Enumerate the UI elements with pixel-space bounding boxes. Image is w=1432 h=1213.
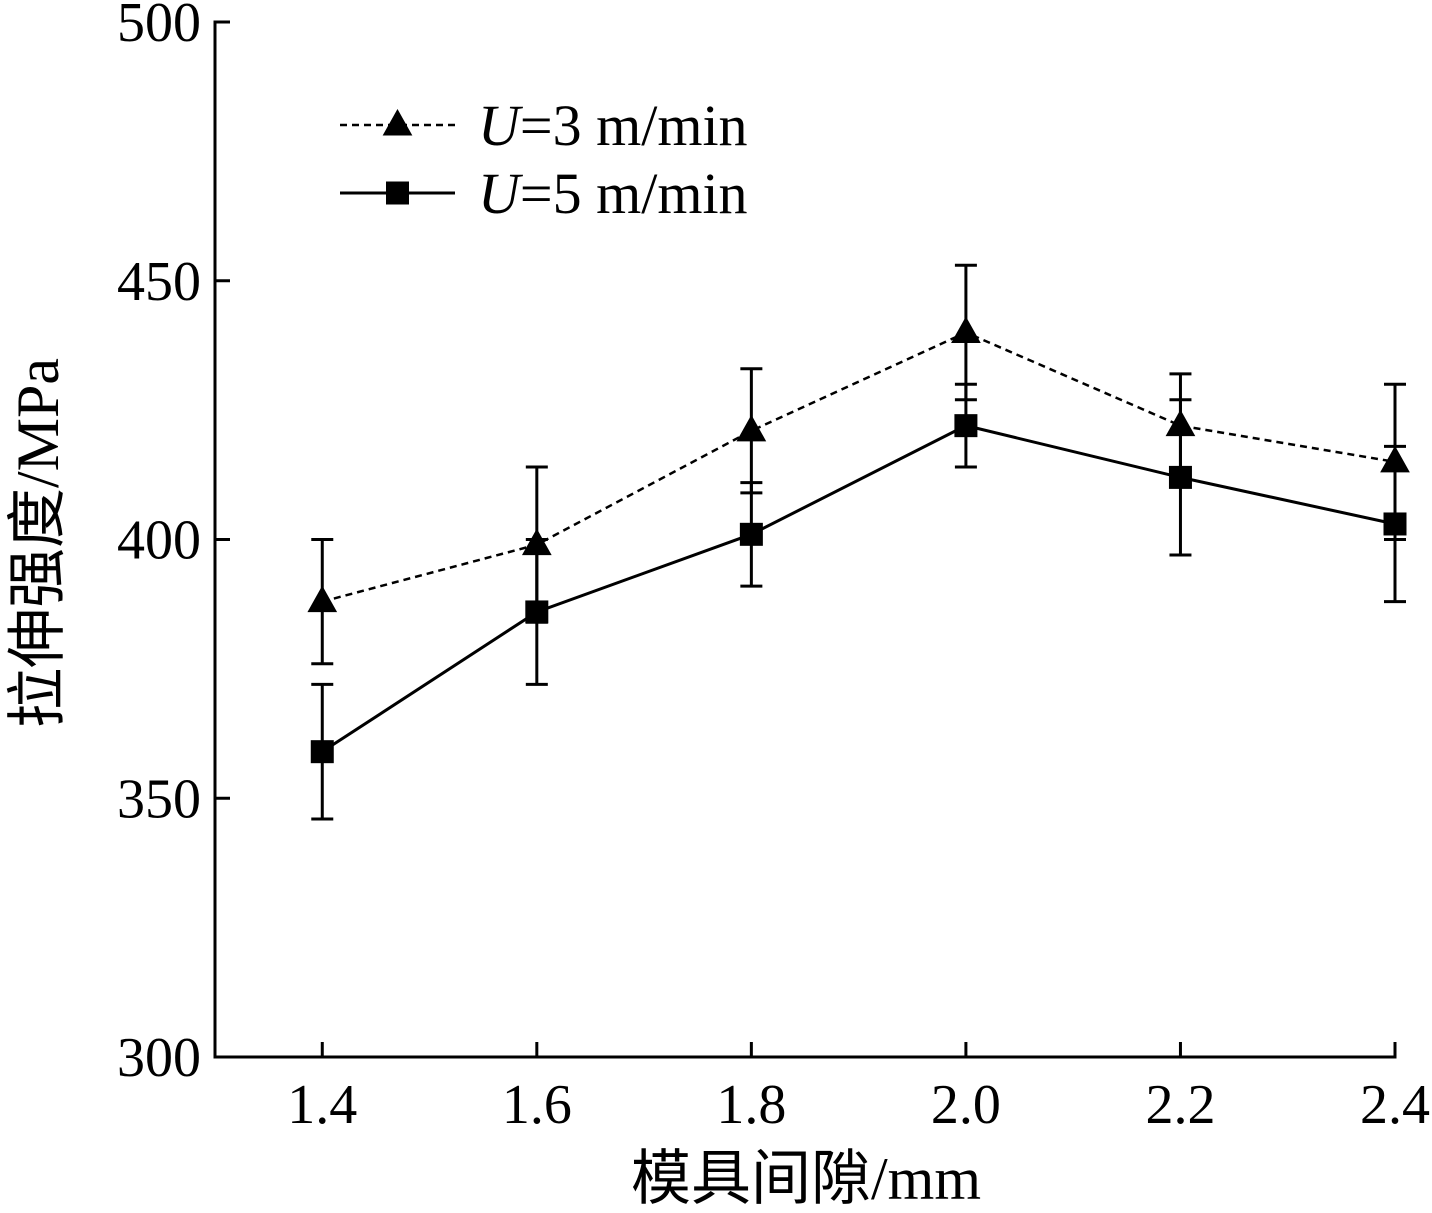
y-tick-label: 400 — [117, 510, 201, 572]
series-1 — [307, 263, 1410, 666]
y-tick-label: 300 — [117, 1027, 201, 1089]
y-axis-title: 拉伸强度/MPa — [5, 358, 71, 728]
legend-item-2: U=5 m/min — [340, 161, 748, 226]
legend-item-1: U=3 m/min — [340, 93, 748, 158]
axis-ticks: 300 350 400 450 500 1.4 1.6 1.8 2.0 2.2 2.4 — [117, 0, 1430, 1136]
legend-marker — [382, 108, 413, 136]
series-2-point-5 — [1168, 465, 1192, 489]
plot-series — [307, 263, 1410, 821]
series-1-point-3 — [736, 414, 767, 442]
x-tick-label: 2.4 — [1360, 1074, 1430, 1136]
series-1-line — [321, 331, 1396, 603]
series-2-point-3 — [739, 522, 763, 546]
legend-label: U=3 m/min — [478, 93, 748, 158]
y-tick-label: 450 — [117, 251, 201, 313]
x-tick-label: 1.4 — [287, 1074, 357, 1136]
series-1-point-1 — [307, 585, 338, 613]
x-tick-label: 2.0 — [931, 1074, 1001, 1136]
series-2-point-4 — [954, 414, 978, 438]
x-tick-label: 1.6 — [502, 1074, 572, 1136]
series-1-point-4 — [951, 316, 981, 343]
legend-label: U=5 m/min — [478, 161, 748, 226]
y-tick-label: 350 — [117, 768, 201, 830]
x-tick-label: 2.2 — [1145, 1074, 1215, 1136]
series-2-line — [321, 424, 1396, 753]
legend-marker — [386, 181, 409, 205]
x-axis-title: 模具间隙/mm — [631, 1146, 981, 1212]
y-tick-label: 500 — [117, 0, 201, 54]
axes — [213, 20, 1397, 1059]
series-2-point-6 — [1383, 512, 1407, 536]
series-2 — [310, 382, 1407, 821]
series-2-point-1 — [310, 740, 334, 764]
series-2-point-2 — [525, 600, 549, 624]
x-tick-label: 1.8 — [716, 1074, 786, 1136]
